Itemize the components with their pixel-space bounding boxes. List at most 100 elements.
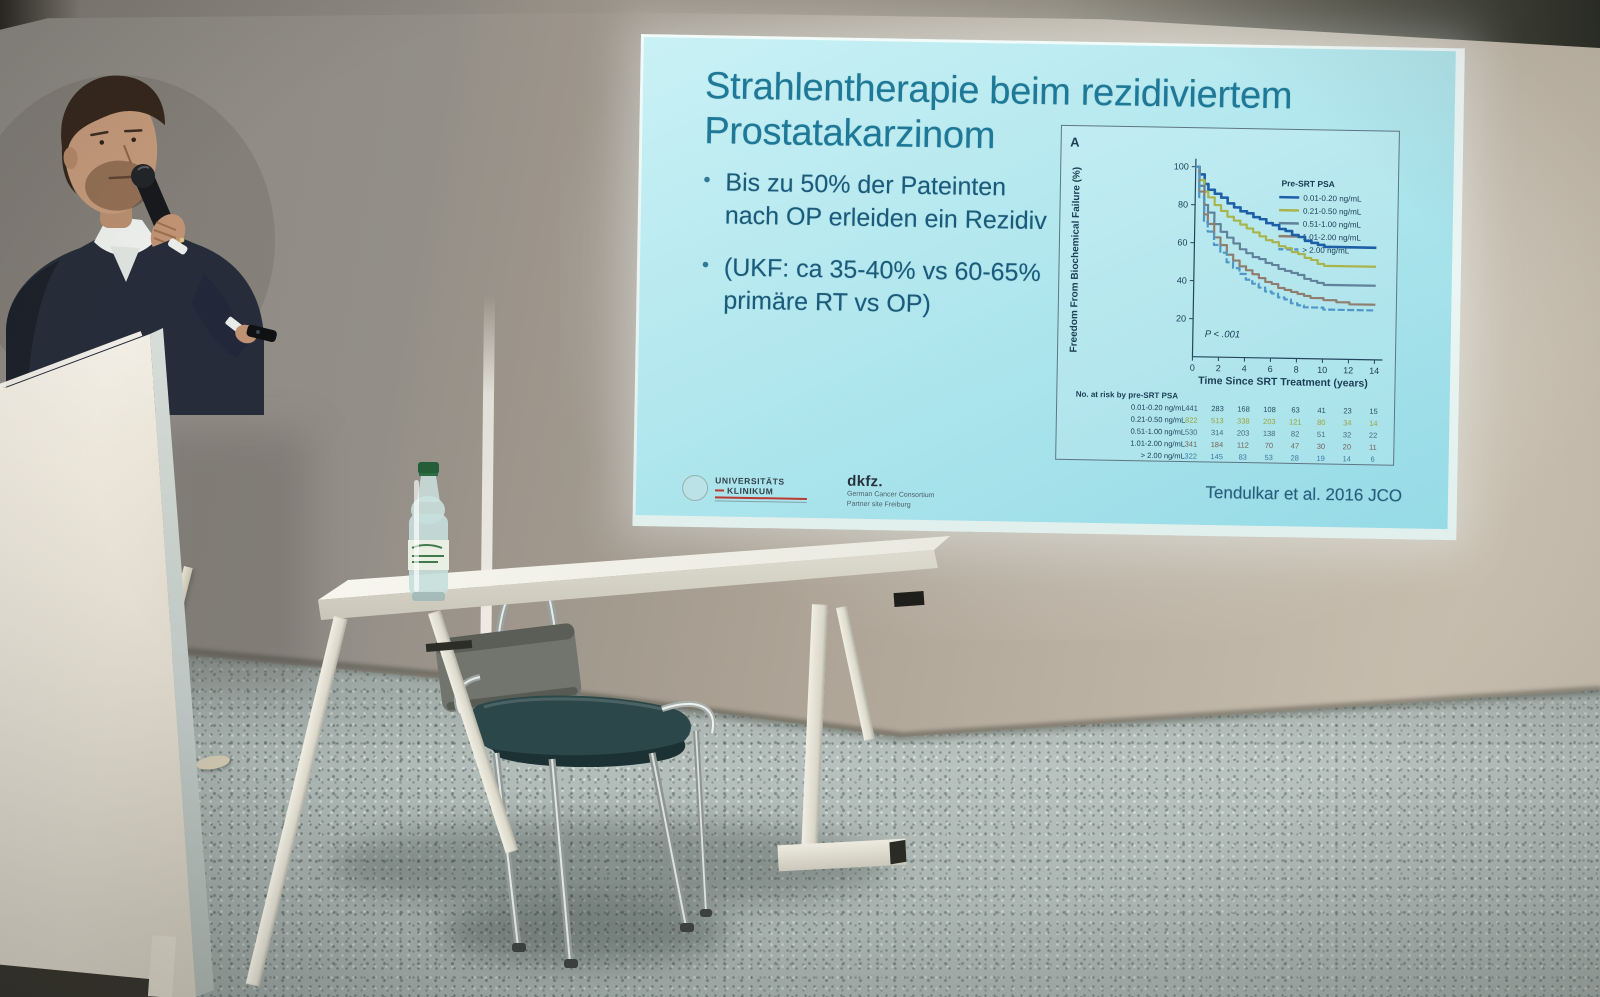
bottle-neck: [417, 476, 440, 502]
svg-text:82: 82: [1291, 429, 1299, 438]
svg-text:1.01-2.00 ng/mL: 1.01-2.00 ng/mL: [1130, 439, 1185, 449]
svg-text:20: 20: [1343, 442, 1351, 451]
svg-text:No. at risk by pre-SRT PSA: No. at risk by pre-SRT PSA: [1076, 390, 1179, 401]
dkfz-subtitle-line2: Partner site Freiburg: [846, 500, 911, 509]
slide-title-line1: Strahlentherapie beim rezidiviertem: [704, 65, 1293, 118]
speaker-eye-right: [131, 137, 137, 143]
svg-text:22: 22: [1369, 431, 1377, 440]
presenter-clicker: [246, 324, 277, 343]
svg-text:108: 108: [1263, 405, 1276, 414]
speaker-brow-right: [123, 129, 143, 133]
svg-text:100: 100: [1174, 161, 1189, 171]
bottle-base: [412, 592, 445, 601]
svg-text:Time Since SRT Treatment (year: Time Since SRT Treatment (years): [1198, 375, 1368, 390]
microphone-highlight: [137, 165, 150, 171]
svg-text:341: 341: [1185, 440, 1198, 449]
svg-text:441: 441: [1185, 404, 1198, 413]
svg-text:14: 14: [1342, 454, 1350, 463]
bottle-cap: [418, 462, 439, 474]
slide-title-line2: Prostatakarzinom: [703, 109, 996, 158]
svg-text:0.51-1.00 ng/mL: 0.51-1.00 ng/mL: [1130, 427, 1185, 437]
dkfz-wordmark: dkfz.: [847, 472, 884, 491]
svg-text:1.01-2.00 ng/mL: 1.01-2.00 ng/mL: [1302, 233, 1361, 243]
bottle-highlight: [414, 480, 419, 592]
svg-text:20: 20: [1176, 313, 1186, 323]
svg-text:138: 138: [1263, 429, 1276, 438]
uniklinik-freiburg-logo: UNIVERSITÄTS KLINIKUM: [681, 474, 807, 503]
svg-text:0.01-0.20 ng/mL: 0.01-0.20 ng/mL: [1303, 194, 1362, 204]
svg-text:70: 70: [1265, 441, 1273, 450]
microphone-head: [131, 164, 155, 188]
svg-text:51: 51: [1317, 430, 1325, 439]
speaker-right-cuff: [168, 238, 188, 255]
uniklinik-red-underline: [714, 496, 807, 500]
speaker-brow-left: [90, 130, 109, 137]
svg-text:19: 19: [1316, 454, 1324, 463]
speaker-right-sleeve: [148, 240, 202, 285]
svg-text:63: 63: [1291, 405, 1299, 414]
speaker-eye-left: [99, 140, 105, 145]
svg-text:34: 34: [1343, 418, 1351, 427]
chair-armrest-highlight: [661, 702, 715, 734]
svg-text:11: 11: [1369, 443, 1377, 452]
svg-text:47: 47: [1291, 441, 1299, 450]
svg-text:> 2.00 ng/mL: > 2.00 ng/mL: [1302, 246, 1350, 256]
svg-text:P < .001: P < .001: [1205, 329, 1240, 341]
svg-text:8: 8: [1294, 364, 1299, 374]
svg-text:0.21-0.50 ng/mL: 0.21-0.50 ng/mL: [1131, 415, 1186, 425]
svg-text:28: 28: [1290, 453, 1298, 462]
svg-text:6: 6: [1371, 455, 1375, 464]
svg-text:168: 168: [1237, 404, 1250, 413]
uniklinik-logo-line2: KLINIKUM: [726, 485, 774, 497]
lectern-base-edge: [147, 935, 177, 997]
svg-text:12: 12: [1343, 365, 1353, 375]
slide-logos: UNIVERSITÄTS KLINIKUM dkfz. German Cance…: [681, 462, 935, 518]
speaker-shirt-vee: [110, 246, 140, 282]
svg-text:184: 184: [1211, 440, 1224, 449]
speaker-hair: [61, 75, 165, 157]
svg-text:513: 513: [1211, 416, 1224, 425]
table-clamp: [893, 590, 925, 608]
svg-text:14: 14: [1369, 366, 1379, 376]
svg-text:14: 14: [1369, 419, 1377, 428]
svg-text:283: 283: [1211, 404, 1224, 413]
chair-seat: [468, 695, 691, 768]
svg-text:60: 60: [1177, 237, 1187, 247]
bullet-item: (UKF: ca 35-40% vs 60-65% primäre RT vs …: [699, 251, 1056, 322]
svg-text:121: 121: [1289, 417, 1302, 426]
svg-text:0: 0: [1190, 363, 1195, 373]
svg-text:30: 30: [1317, 442, 1325, 451]
svg-text:Freedom From Biochemical Failu: Freedom From Biochemical Failure (%): [1069, 167, 1083, 353]
chair: [435, 593, 717, 968]
svg-text:322: 322: [1184, 452, 1197, 461]
water-bottle: [408, 462, 449, 601]
presentation-slide: Strahlentherapie beim rezidiviertem Pros…: [635, 37, 1456, 530]
bottle-cap-ring: [419, 473, 438, 476]
svg-text:530: 530: [1185, 428, 1198, 437]
svg-text:314: 314: [1211, 428, 1224, 437]
svg-text:0.01-0.20 ng/mL: 0.01-0.20 ng/mL: [1131, 403, 1186, 413]
dkfz-logo: dkfz. German Cancer Consortium Partner s…: [847, 473, 935, 510]
svg-text:112: 112: [1237, 440, 1249, 449]
svg-text:0.51-1.00 ng/mL: 0.51-1.00 ng/mL: [1303, 220, 1362, 230]
svg-text:40: 40: [1177, 275, 1187, 285]
svg-text:2: 2: [1216, 363, 1221, 373]
speckled-floor: [0, 654, 1600, 997]
svg-text:15: 15: [1369, 407, 1377, 416]
svg-text:> 2.00 ng/mL: > 2.00 ng/mL: [1141, 451, 1185, 461]
svg-text:53: 53: [1264, 453, 1272, 462]
svg-text:10: 10: [1317, 365, 1327, 375]
svg-text:145: 145: [1210, 452, 1223, 461]
projection-screen-area: Strahlentherapie beim rezidiviertem Pros…: [632, 34, 1465, 541]
uniklinik-red-dash: [715, 489, 725, 492]
svg-text:6: 6: [1268, 364, 1273, 374]
slide-bullet-list: Bis zu 50% der Pateinten nach OP erleide…: [699, 166, 1058, 342]
speaker-ear: [63, 147, 78, 170]
uniklinik-subline: [714, 500, 807, 503]
bullet-item: Bis zu 50% der Pateinten nach OP erleide…: [701, 166, 1058, 237]
svg-text:4: 4: [1242, 364, 1247, 374]
svg-text:A: A: [1070, 135, 1080, 150]
svg-text:338: 338: [1237, 416, 1250, 425]
speaker-mouth: [108, 175, 135, 180]
